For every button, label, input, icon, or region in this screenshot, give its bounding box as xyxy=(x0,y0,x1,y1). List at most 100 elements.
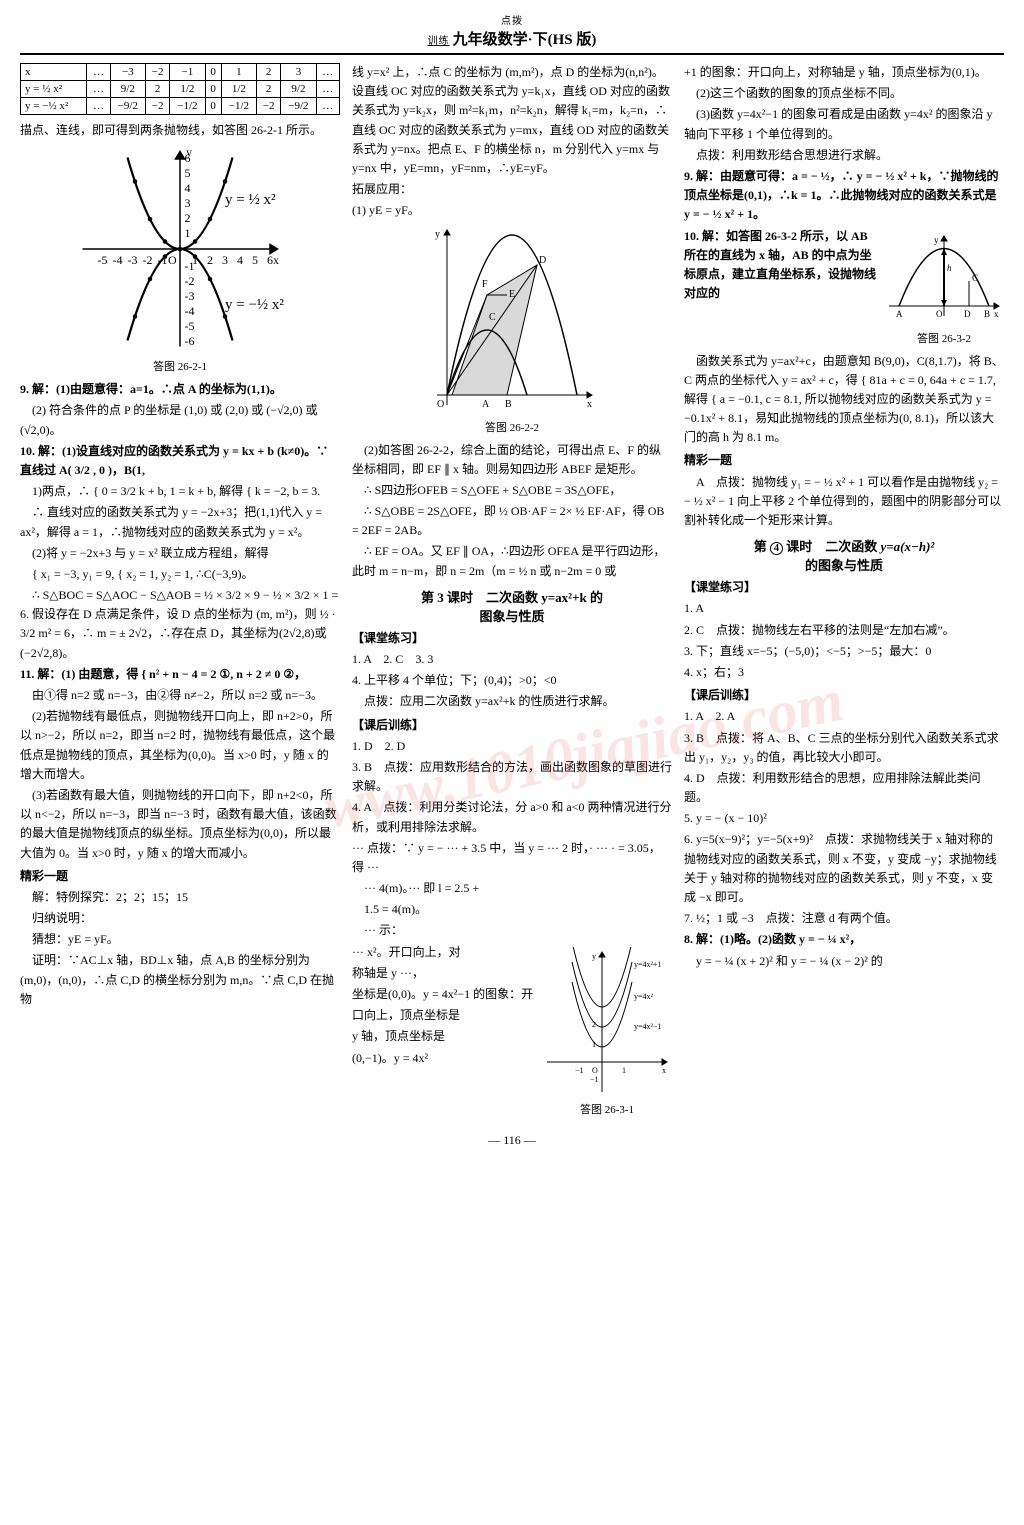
text: 1)两点，∴ xyxy=(32,484,90,498)
svg-text:-5: -5 xyxy=(185,319,195,333)
svg-text:y=4x²−1: y=4x²−1 xyxy=(634,1022,661,1031)
paragraph: 1. A xyxy=(684,599,1004,618)
svg-text:2: 2 xyxy=(207,253,213,267)
th: 2 xyxy=(257,64,281,81)
svg-text:D: D xyxy=(964,309,971,319)
paragraph: 7. ½；1 或 −3 点拨：注意 d 有两个值。 xyxy=(684,909,1004,928)
subsection-title: 【课后训练】 xyxy=(352,716,672,735)
curve-label: y = −½ x² xyxy=(225,297,284,313)
paragraph: (2)如答图 26-2-2，综合上面的结论，可得出点 E、F 的纵坐标相同，即 … xyxy=(352,441,672,479)
paragraph: 点拨：应用二次函数 y=ax²+k 的性质进行求解。 xyxy=(352,692,672,711)
chart-parabola-region: OAB xy DEFC xyxy=(427,225,597,415)
td: … xyxy=(316,81,339,98)
svg-text:6: 6 xyxy=(267,253,273,267)
chart-caption: 答图 26-2-2 xyxy=(352,419,672,435)
paragraph: 3. B 点拨：应用数形结合的方法，画出函数图象的草图进行求解。 xyxy=(352,758,672,796)
paragraph: 4. D 点拨：利用数形结合的思想，应用排除法解此类问题。 xyxy=(684,769,1004,807)
subsection-title: 【课堂练习】 xyxy=(352,629,672,648)
svg-text:1: 1 xyxy=(622,1066,626,1075)
paragraph: 坐标是(0,0)。y = 4x²−1 的图象：开 xyxy=(352,985,536,1004)
svg-text:−1: −1 xyxy=(590,1075,599,1084)
column-2: 线 y=x² 上，∴点 C 的坐标为 (m,m²)，点 D 的坐标为(n,n²)… xyxy=(352,63,672,1123)
chart-gate-parabola: AODBx yhC xyxy=(884,231,1004,326)
title-line: 第 3 课时 二次函数 y=ax²+k 的 xyxy=(421,590,603,605)
paragraph: 6. y=5(x−9)²；y=−5(x+9)² 点拨：求抛物线关于 x 轴对称的… xyxy=(684,830,1004,907)
paragraph: 10. 解：如答图 26-3-2 所示，以 AB 所在的直线为 x 轴，AB 的… xyxy=(684,227,878,304)
svg-text:y=4x²: y=4x² xyxy=(634,992,654,1001)
subsection-title: 精彩一题 xyxy=(684,451,1004,470)
svg-text:2: 2 xyxy=(592,1020,596,1029)
paragraph: ··· x²。开口向上，对 xyxy=(352,943,536,962)
svg-text:O: O xyxy=(592,1066,598,1075)
svg-text:4: 4 xyxy=(185,181,191,195)
paragraph: 1. D 2. D xyxy=(352,737,672,756)
brand-bottom: 训练 xyxy=(428,36,450,47)
td: −9/2 xyxy=(110,98,145,115)
paragraph: 4. x；右；3 xyxy=(684,663,1004,682)
svg-text:1: 1 xyxy=(185,226,191,240)
paragraph: ∴ EF = OA。又 EF ∥ OA，∴四边形 OFEA 是平行四边形，此时 … xyxy=(352,542,672,580)
td: 1/2 xyxy=(170,81,205,98)
paragraph: 10. 解：(1)设直线对应的函数关系式为 y = kx + b (k≠0)。∵… xyxy=(20,442,340,480)
paragraph: ∴ S△BOC = S△AOC − S△AOB = ½ × 3/2 × 9 − … xyxy=(20,586,340,663)
th: 0 xyxy=(205,64,221,81)
paragraph: (2)若抛物线有最低点，则抛物线开口向上，即 n+2>0，所以 n>−2，所以 … xyxy=(20,707,340,784)
svg-text:y: y xyxy=(435,229,440,240)
paragraph: 拓展应用： xyxy=(352,180,672,199)
paragraph: y 轴，顶点坐标是 xyxy=(352,1027,536,1046)
title-line: 的图象与性质 xyxy=(805,558,883,573)
td: −2 xyxy=(257,98,281,115)
svg-text:O: O xyxy=(437,399,444,410)
svg-text:5: 5 xyxy=(252,253,258,267)
table-row: y = ½ x² … 9/2 2 1/2 0 1/2 2 9/2 … xyxy=(21,81,340,98)
td: 1/2 xyxy=(221,81,256,98)
paragraph: (2)这三个函数的图象的顶点坐标不同。 xyxy=(684,84,1004,103)
svg-text:O: O xyxy=(936,309,943,319)
svg-text:y: y xyxy=(592,952,596,961)
svg-text:-2: -2 xyxy=(185,274,195,288)
svg-text:-3: -3 xyxy=(128,253,138,267)
paragraph: 1. A 2. A xyxy=(684,707,1004,726)
svg-text:-1: -1 xyxy=(185,259,195,273)
svg-text:A: A xyxy=(482,399,490,410)
th: −3 xyxy=(110,64,145,81)
svg-text:x: x xyxy=(994,309,999,319)
svg-text:2: 2 xyxy=(185,211,191,225)
chart-caption: 答图 26-3-2 xyxy=(884,330,1004,346)
th: 3 xyxy=(281,64,316,81)
svg-text:C: C xyxy=(489,312,496,323)
svg-text:-5: -5 xyxy=(98,253,108,267)
paragraph: (3)若函数有最大值，则抛物线的开口向下，即 n+2<0，所以 n<−2，所以 … xyxy=(20,786,340,863)
svg-text:-6: -6 xyxy=(185,334,195,348)
paragraph: 点拨：利用数形结合思想进行求解。 xyxy=(684,146,1004,165)
column-3: +1 的图象：开口向上，对称轴是 y 轴，顶点坐标为(0,1)。 (2)这三个函… xyxy=(684,63,1004,1123)
paragraph: (2)将 y = −2x+3 与 y = x² 联立成方程组，解得 xyxy=(20,544,340,563)
td: −9/2 xyxy=(281,98,316,115)
svg-text:y: y xyxy=(934,235,939,245)
paragraph: ∴ 直线对应的函数关系式为 y = −2x+3；把(1,1)代入 y = ax²… xyxy=(20,503,340,541)
paragraph: (0,−1)。y = 4x² xyxy=(352,1049,536,1068)
td: 0 xyxy=(205,98,221,115)
th: … xyxy=(316,64,339,81)
lesson-number-icon: 4 xyxy=(770,542,783,555)
svg-text:O: O xyxy=(168,253,177,267)
paragraph: 3. 下；直线 x=−5；(−5,0)；<−5；>−5；最大：0 xyxy=(684,642,1004,661)
table-row: x … −3 −2 −1 0 1 2 3 … xyxy=(21,64,340,81)
th: 1 xyxy=(221,64,256,81)
page-number: — 116 — xyxy=(20,1133,1004,1148)
td: … xyxy=(87,81,110,98)
svg-text:F: F xyxy=(482,279,488,290)
svg-text:6: 6 xyxy=(185,151,191,165)
svg-text:x: x xyxy=(273,253,279,267)
equation: { 0 = 3/2 k + b, 1 = k + b, 解得 { k = −2,… xyxy=(93,484,320,498)
svg-text:D: D xyxy=(539,255,546,266)
section-title: 第 4 课时 二次函数 y=a(x−h)² 的图象与性质 xyxy=(684,536,1004,574)
value-table: x … −3 −2 −1 0 1 2 3 … y = ½ x² … 9/2 2 … xyxy=(20,63,340,115)
subsection-title: 【课后训练】 xyxy=(684,686,1004,705)
title-line: 第 4 课时 二次函数 y=a(x−h)² xyxy=(754,539,935,554)
paragraph: 由①得 n=2 或 n=−3，由②得 n≠−2，所以 n=2 或 n=−3。 xyxy=(20,686,340,705)
paragraph: 8. 解：(1)略。(2)函数 y = − ¼ x²， xyxy=(684,930,1004,949)
svg-text:-4: -4 xyxy=(185,304,195,318)
paragraph: 5. y = − (x − 10)² xyxy=(684,809,1004,828)
svg-text:3: 3 xyxy=(185,196,191,210)
